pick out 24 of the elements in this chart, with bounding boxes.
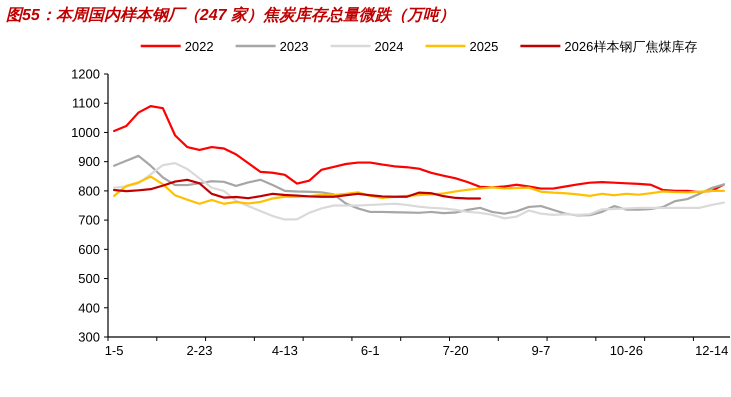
y-tick-label: 1000 <box>71 124 100 140</box>
x-tick-label: 2-23 <box>186 343 212 358</box>
legend-label: 2024 <box>374 39 404 54</box>
y-tick-label: 400 <box>78 300 100 316</box>
legend-label: 2025 <box>469 39 498 54</box>
y-tick-label: 500 <box>78 271 100 286</box>
x-tick-label: 10-26 <box>610 343 643 358</box>
x-tick-label: 7-20 <box>442 343 469 358</box>
x-tick-label: 4-13 <box>272 343 298 358</box>
y-tick-label: 1100 <box>72 96 100 111</box>
x-tick-label: 9-7 <box>532 343 550 358</box>
y-tick-label: 700 <box>78 212 100 228</box>
legend-label: 2023 <box>280 39 309 54</box>
legend-label: 2026样本钢厂焦煤库存 <box>564 39 698 54</box>
y-tick-label: 1200 <box>71 66 100 82</box>
x-tick-label: 1-5 <box>104 343 124 358</box>
y-tick-label: 900 <box>78 154 100 170</box>
legend-label: 2022 <box>184 39 214 54</box>
y-tick-label: 300 <box>78 330 100 344</box>
x-tick-label: 12-14 <box>695 343 728 358</box>
x-tick-label: 6-1 <box>360 343 380 358</box>
chart-title: 图55：本周国内样本钢厂（247 家）焦炭库存总量微跌（万吨） <box>6 5 455 24</box>
y-tick-label: 800 <box>78 183 100 198</box>
y-tick-label: 600 <box>78 242 100 257</box>
